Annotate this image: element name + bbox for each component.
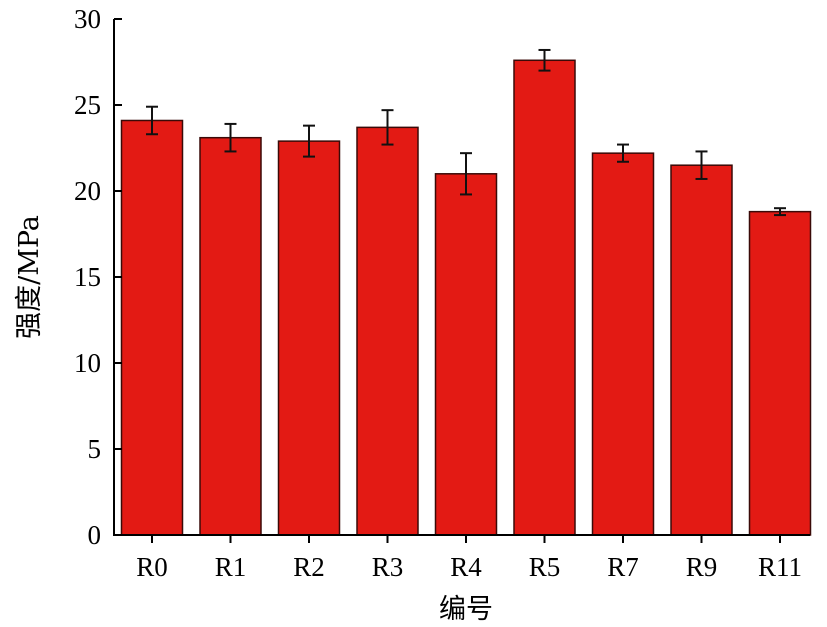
x-tick-label-R11: R11	[758, 552, 802, 582]
x-tick-label-R4: R4	[450, 552, 482, 582]
bar-R3	[356, 126, 419, 536]
x-tick-label-R1: R1	[215, 552, 247, 582]
bar-R11	[748, 210, 812, 536]
bars-group	[120, 59, 812, 536]
x-tick-label-R7: R7	[607, 552, 639, 582]
bar-R2	[277, 140, 341, 536]
bar-R0	[120, 119, 184, 536]
x-ticks-group: R0 R1 R2 R3 R4 R5 R7 R9 R11	[136, 535, 802, 582]
x-tick-label-R3: R3	[372, 552, 404, 582]
bar-R5	[513, 59, 576, 536]
y-tick-label-0: 0	[88, 520, 102, 550]
y-axis-title: 强度/MPa	[14, 215, 45, 339]
y-tick-label-15: 15	[74, 262, 101, 292]
y-tick-label-5: 5	[88, 434, 102, 464]
bar-R9	[670, 164, 733, 536]
error-bars-group	[146, 48, 786, 217]
x-tick-label-R9: R9	[686, 552, 718, 582]
y-tick-label-10: 10	[74, 348, 101, 378]
bar-R4	[434, 173, 498, 536]
y-ticks-group: 0 5 10 15 20 25 30	[74, 4, 122, 550]
bar-R7	[591, 152, 655, 536]
x-tick-label-R0: R0	[136, 552, 168, 582]
x-axis-title: 编号	[439, 594, 493, 625]
x-tick-label-R5: R5	[529, 552, 561, 582]
y-tick-label-20: 20	[74, 176, 101, 206]
y-tick-label-25: 25	[74, 90, 101, 120]
x-tick-label-R2: R2	[293, 552, 325, 582]
bar-R1	[199, 136, 262, 536]
y-tick-label-30: 30	[74, 4, 101, 34]
